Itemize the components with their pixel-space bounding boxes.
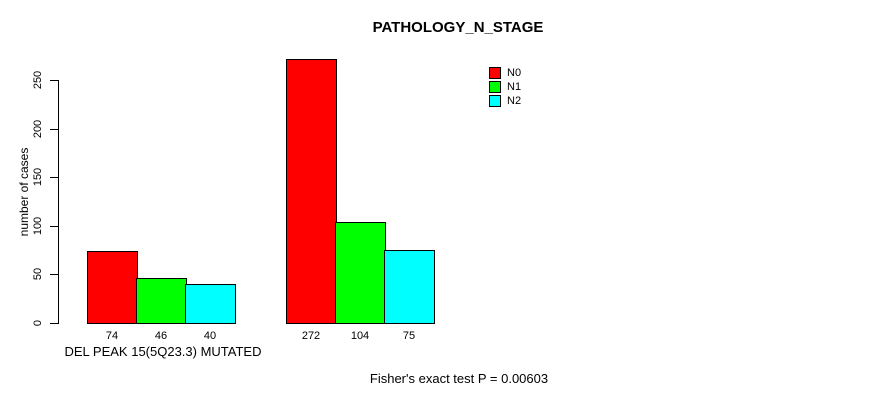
bar-n1-group2 bbox=[335, 222, 386, 324]
y-axis-tick bbox=[50, 274, 58, 276]
y-axis-tick-label: 0 bbox=[32, 319, 44, 327]
bar-n2-group1 bbox=[185, 284, 236, 324]
bar-n0-group1 bbox=[87, 251, 138, 324]
legend-swatch-icon bbox=[489, 81, 501, 93]
bar-value-label: 272 bbox=[301, 330, 321, 342]
bar-value-label: 104 bbox=[350, 330, 370, 342]
y-axis-label: number of cases bbox=[17, 147, 31, 237]
y-axis-tick bbox=[50, 80, 58, 81]
legend-item-n1: N1 bbox=[489, 80, 521, 94]
y-axis-tick-label: 150 bbox=[32, 168, 44, 187]
legend-item-n0: N0 bbox=[489, 66, 521, 80]
bar-value-label: 46 bbox=[154, 330, 168, 342]
x-axis-group-label: DEL PEAK 15(5Q23.3) MUTATED bbox=[64, 344, 262, 359]
legend-swatch-icon bbox=[489, 95, 501, 107]
bar-value-label: 75 bbox=[402, 330, 416, 342]
legend: N0 N1 N2 bbox=[489, 66, 521, 108]
y-axis-tick bbox=[50, 323, 58, 324]
y-axis-tick bbox=[50, 128, 58, 130]
bar-value-label: 74 bbox=[105, 330, 119, 342]
y-axis-tick bbox=[50, 225, 58, 227]
y-axis-line bbox=[58, 80, 59, 324]
legend-swatch-icon bbox=[489, 67, 501, 79]
bar-value-label: 40 bbox=[203, 330, 217, 342]
legend-item-n2: N2 bbox=[489, 94, 521, 108]
y-axis-tick-label: 200 bbox=[32, 119, 44, 138]
y-axis-tick-label: 100 bbox=[32, 216, 44, 235]
bar-n0-group2 bbox=[286, 59, 337, 324]
y-axis-tick-label: 50 bbox=[32, 268, 44, 281]
legend-label: N1 bbox=[507, 81, 522, 93]
y-axis-tick-label: 250 bbox=[32, 70, 44, 90]
chart-title: PATHOLOGY_N_STAGE bbox=[372, 19, 544, 36]
bar-n1-group1 bbox=[136, 278, 187, 324]
y-axis-tick bbox=[50, 177, 58, 179]
legend-label: N0 bbox=[507, 67, 522, 79]
bar-n2-group2 bbox=[384, 250, 435, 324]
stat-annotation: Fisher's exact test P = 0.00603 bbox=[369, 371, 549, 386]
legend-label: N2 bbox=[507, 95, 522, 107]
